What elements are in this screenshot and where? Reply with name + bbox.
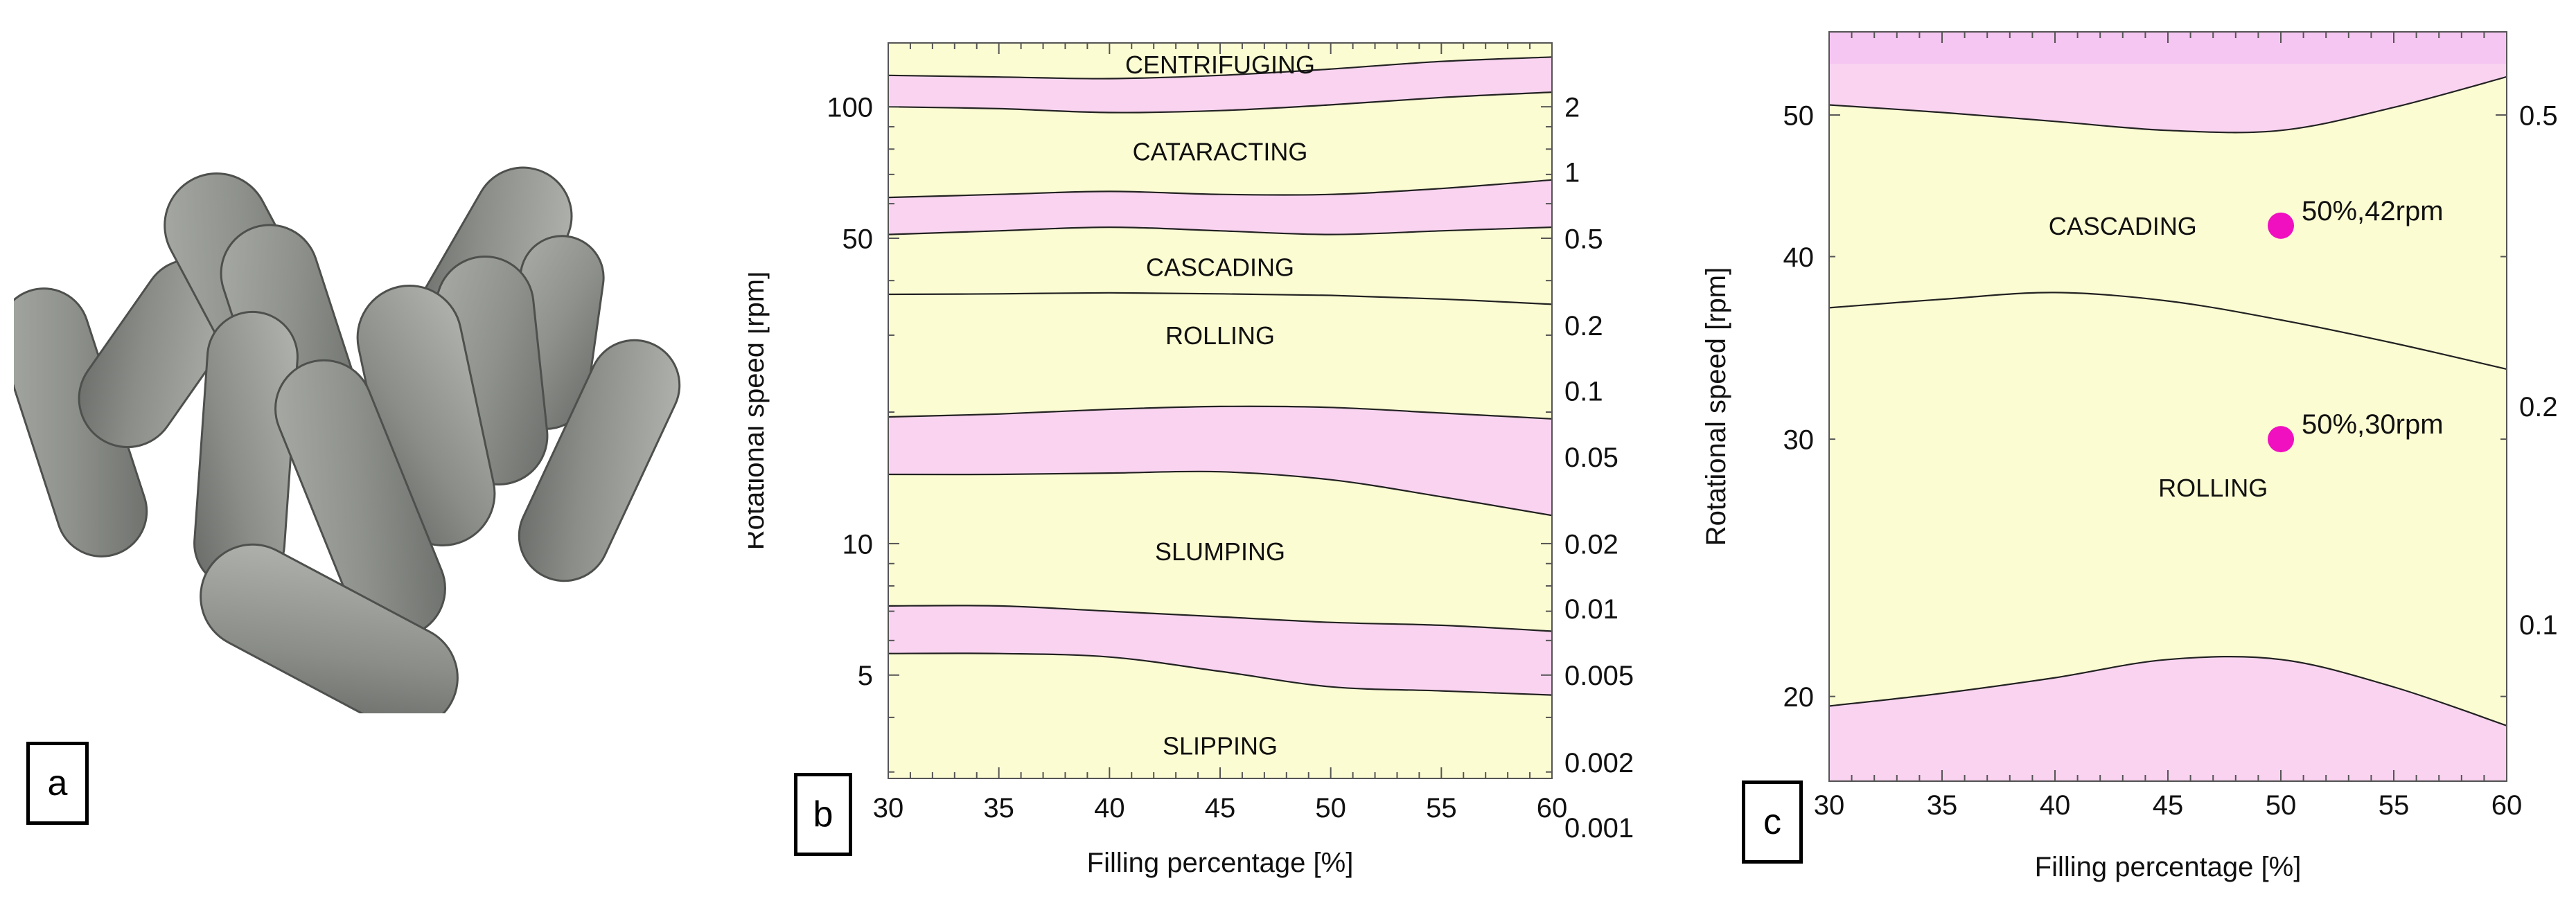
band-2-lower-line [1829,75,2507,134]
regime-label-cascading: CASCADING [1146,253,1294,281]
y-tick-label-right: 0.05 [1564,443,1618,473]
transition-band-3 [888,179,1552,235]
x-tick-label: 60 [1537,793,1568,823]
x-axis-title: Filling percentage [%] [2035,852,2302,882]
x-tick-label: 40 [1094,793,1125,823]
operating-point-label-2: 50%,30rpm [2302,409,2444,440]
regime-label-centrifuging: CENTRIFUGING [1125,51,1315,79]
regime-chart-b: 30 35 40 45 50 55 60 5 10 50 100 2 1 0.5 0.2 0.1 0.05 0.0… [748,42,1634,878]
grinding-media-photo [14,166,681,713]
y-tick-label-right: 0.1 [2519,610,2558,641]
x-tick-label: 45 [1205,793,1236,823]
plot-area [1829,32,2507,781]
band-4-lower-line [888,91,1552,114]
x-tick-label: 50 [2266,790,2297,821]
y-tick-label-left: 50 [843,224,874,254]
regime-label-slumping: SLUMPING [1155,537,1285,566]
plot-background [1829,32,2507,781]
x-tick-label: 35 [983,793,1014,823]
y-tick-label-left: 10 [843,529,874,560]
x-tick-label: 35 [1927,790,1958,821]
y-axis-title: Rotational speed [rpm] [748,271,770,550]
pebble-group [14,166,681,713]
y-tick-label-right: 0.005 [1564,661,1634,691]
y-axis-title: Rotational speed [rpm] [1704,267,1731,546]
x-axis-title: Filling percentage [%] [1087,848,1354,878]
regime-boundary-line-1 [1829,292,2507,371]
x-tick-label: 30 [873,793,904,823]
x-tick-label: 45 [2153,790,2184,821]
y-tick-label-left: 5 [858,661,873,691]
y-tick-label-right: 0.5 [2519,100,2558,131]
x-tick-label: 40 [2040,790,2071,821]
y-tick-label-right: 1 [1564,157,1580,188]
y-tick-label-left: 100 [827,93,873,123]
y-tick-label-left: 40 [1783,242,1815,273]
panel-c-label: c [1742,780,1803,864]
band-4-upper-line [888,56,1552,80]
y-tick-label-right: 0.002 [1564,748,1634,778]
regime-label-slipping: SLIPPING [1163,731,1278,760]
y-tick-label-right: 0.2 [2519,392,2558,422]
band-2-upper-line [888,405,1552,420]
transition-band-2 [888,406,1552,516]
operating-point-marker-2 [2268,426,2294,453]
band-1-lower-line [888,652,1552,696]
transition-band-4 [888,57,1552,113]
regime-label-cataracting: CATARACTING [1133,138,1308,166]
band-1-upper-line [888,605,1552,632]
panel-a-label: a [26,742,89,825]
y-tick-label-right: 0.1 [1564,376,1603,407]
band-3-upper-line [888,179,1552,199]
band-1-upper-line [1829,655,2507,726]
y-tick-label-right: 0.02 [1564,529,1618,560]
panel-b-label: b [794,773,852,856]
regime-chart-c: 30 35 40 45 50 55 60 20 30 40 50 0.5 0.2 0.1 Filling p… [1704,31,2558,882]
regime-label-rolling: ROLLING [2158,474,2268,502]
y-tick-label-left: 20 [1783,682,1815,713]
plot-area [888,56,1552,696]
y-tick-label-right: 0.001 [1564,813,1634,844]
regime-label-cascading: CASCADING [2049,212,2197,240]
x-tick-label: 30 [1814,790,1845,821]
band-3-lower-line [888,226,1552,235]
x-tick-label: 55 [1426,793,1457,823]
transition-band-1 [1829,657,2507,781]
y-tick-label-right: 0.2 [1564,311,1603,341]
y-tick-label-left: 30 [1783,425,1815,456]
transition-band-1 [888,605,1552,695]
x-tick-label: 55 [2379,790,2410,821]
y-tick-label-right: 0.01 [1564,594,1618,625]
x-tick-label: 50 [1315,793,1346,823]
y-tick-label-right: 0.5 [1564,224,1603,254]
y-tick-label-right: 2 [1564,93,1580,123]
x-tick-label: 60 [2491,790,2523,821]
regime-label-rolling: ROLLING [1165,321,1275,350]
regime-boundary-line-1 [888,292,1552,305]
band-2-lower-line [888,470,1552,517]
y-tick-label-left: 50 [1783,100,1815,131]
operating-point-label-1: 50%,42rpm [2302,196,2444,226]
operating-point-marker-1 [2268,212,2294,239]
